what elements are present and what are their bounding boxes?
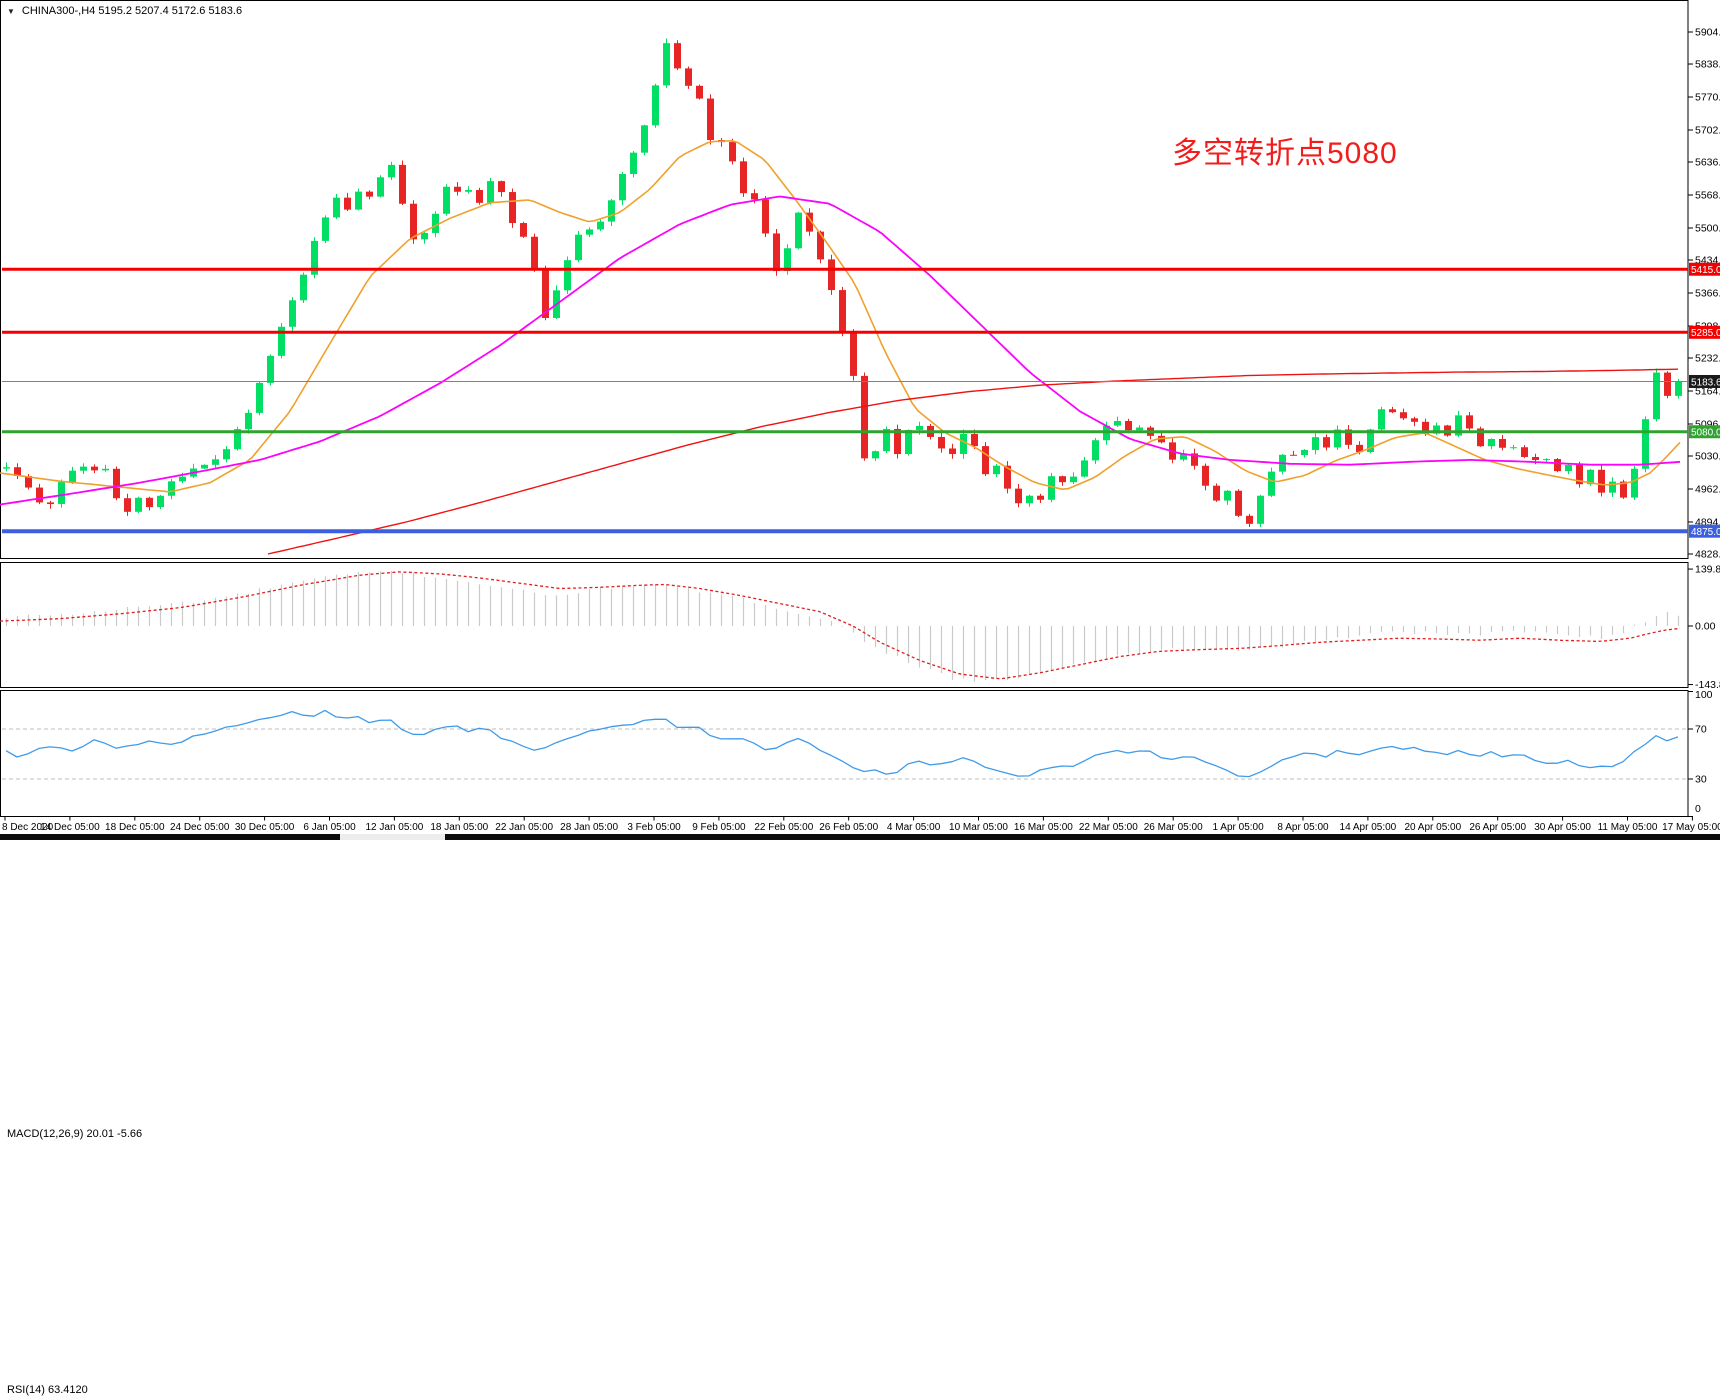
svg-text:4875.0: 4875.0 (1691, 527, 1720, 538)
collapse-triangle-icon[interactable]: ▼ (7, 7, 15, 16)
macd-panel-border (0, 562, 1689, 688)
symbol-ohlc-text: CHINA300-,H4 5195.2 5207.4 5172.6 5183.6 (21, 5, 243, 17)
svg-text:18 Dec 05:00: 18 Dec 05:00 (105, 822, 165, 833)
svg-text:20 Apr 05:00: 20 Apr 05:00 (1404, 822, 1461, 833)
svg-text:30: 30 (1695, 774, 1707, 786)
svg-text:100: 100 (1695, 690, 1713, 701)
svg-text:5838.0: 5838.0 (1695, 59, 1720, 71)
macd-indicator-panel[interactable]: 139.86 0.00 -143.82 MACD(12,26,9) 20.01 -5… (0, 562, 1720, 1140)
price-label-4875.0 (1689, 524, 1720, 538)
svg-text:5636.0: 5636.0 (1695, 157, 1720, 169)
svg-text:5904.0: 5904.0 (1695, 27, 1720, 39)
macd-chart[interactable]: 139.86 0.00 -143.82 (0, 562, 1720, 690)
price-label-5285.0 (1689, 325, 1720, 339)
svg-text:22 Mar 05:00: 22 Mar 05:00 (1079, 822, 1138, 833)
svg-text:0.00: 0.00 (1695, 621, 1716, 633)
svg-text:30 Dec 05:00: 30 Dec 05:00 (235, 822, 295, 833)
svg-text:1 Apr 05:00: 1 Apr 05:00 (1213, 822, 1265, 833)
svg-text:16 Mar 05:00: 16 Mar 05:00 (1014, 822, 1073, 833)
rsi-axis: 100 70 30 0 (1688, 690, 1713, 817)
svg-text:4 Mar 05:00: 4 Mar 05:00 (887, 822, 941, 833)
rsi-panel-border (0, 690, 1689, 817)
svg-text:17 May 05:00: 17 May 05:00 (1662, 822, 1720, 833)
svg-text:5568.0: 5568.0 (1695, 190, 1720, 202)
rsi-indicator-label: RSI(14) 63.4120 (7, 1384, 88, 1396)
macd-histogram (5, 570, 1680, 682)
svg-text:26 Feb 05:00: 26 Feb 05:00 (819, 822, 878, 833)
svg-text:4962.0: 4962.0 (1695, 483, 1720, 495)
svg-text:0: 0 (1695, 803, 1701, 815)
svg-text:22 Jan 05:00: 22 Jan 05:00 (495, 822, 553, 833)
svg-text:5080.0: 5080.0 (1691, 428, 1720, 439)
rsi-indicator-panel[interactable]: 100 70 30 0 RSI(14) 63.4120 (0, 690, 1720, 1396)
svg-text:5183.6: 5183.6 (1691, 377, 1720, 388)
svg-text:18 Jan 05:00: 18 Jan 05:00 (430, 822, 488, 833)
time-axis[interactable]: 8 Dec 2020 14 Dec 05:00 18 Dec 05:00 24 Dec… (0, 817, 1720, 834)
svg-text:139.86: 139.86 (1695, 564, 1720, 576)
macd-indicator-label: MACD(12,26,9) 20.01 -5.66 (7, 1128, 143, 1140)
main-panel-border (0, 0, 1689, 559)
svg-text:26 Apr 05:00: 26 Apr 05:00 (1469, 822, 1526, 833)
svg-text:9 Feb 05:00: 9 Feb 05:00 (692, 822, 746, 833)
bottom-scrollbar[interactable] (0, 834, 1720, 840)
svg-text:5702.0: 5702.0 (1695, 124, 1720, 136)
price-axis: 5904.0 5838.0 5770.0 5702.0 5636.0 5568.0 5500… (1688, 27, 1720, 561)
svg-text:26 Mar 05:00: 26 Mar 05:00 (1144, 822, 1203, 833)
price-label-5415.0 (1689, 262, 1720, 276)
svg-text:-143.82: -143.82 (1695, 679, 1720, 690)
svg-text:8 Dec 2020: 8 Dec 2020 (2, 822, 54, 833)
ma-mid-magenta-line (0, 195, 1681, 506)
svg-text:5500.0: 5500.0 (1695, 222, 1720, 234)
price-chart-panel[interactable]: 5904.0 5838.0 5770.0 5702.0 5636.0 5568.0 5500… (0, 0, 1720, 562)
svg-text:5285.0: 5285.0 (1691, 328, 1720, 339)
svg-text:5770.0: 5770.0 (1695, 92, 1720, 104)
svg-text:5164.0: 5164.0 (1695, 385, 1720, 397)
svg-text:5366.0: 5366.0 (1695, 288, 1720, 300)
svg-text:12 Jan 05:00: 12 Jan 05:00 (365, 822, 423, 833)
candlestick-chart[interactable]: 5904.0 5838.0 5770.0 5702.0 5636.0 5568.0 5500… (0, 0, 1720, 562)
svg-text:14 Apr 05:00: 14 Apr 05:00 (1340, 822, 1397, 833)
svg-text:30 Apr 05:00: 30 Apr 05:00 (1534, 822, 1591, 833)
svg-text:4828.0: 4828.0 (1695, 549, 1720, 561)
svg-text:6 Jan 05:00: 6 Jan 05:00 (303, 822, 356, 833)
scrollbar-thumb[interactable] (340, 834, 445, 840)
symbol-title-bar: ▼ CHINA300-,H4 5195.2 5207.4 5172.6 5183.… (7, 5, 242, 17)
svg-text:22 Feb 05:00: 22 Feb 05:00 (754, 822, 813, 833)
svg-text:5415.0: 5415.0 (1691, 265, 1720, 276)
svg-text:24 Dec 05:00: 24 Dec 05:00 (170, 822, 230, 833)
price-label-5183.6 (1689, 374, 1720, 388)
svg-text:11 May 05:00: 11 May 05:00 (1598, 822, 1658, 833)
rsi-chart[interactable]: 100 70 30 0 (0, 690, 1720, 817)
svg-text:5030.0: 5030.0 (1695, 451, 1720, 463)
svg-text:10 Mar 05:00: 10 Mar 05:00 (949, 822, 1008, 833)
price-label-5080.0 (1689, 425, 1720, 439)
svg-text:70: 70 (1695, 724, 1707, 736)
svg-text:28 Jan 05:00: 28 Jan 05:00 (560, 822, 618, 833)
svg-text:5232.0: 5232.0 (1695, 353, 1720, 365)
ma-fast-orange-line (0, 139, 1681, 493)
chart-annotation-text: 多空转折点5080 (1172, 137, 1398, 170)
svg-text:14 Dec 05:00: 14 Dec 05:00 (40, 822, 100, 833)
svg-text:3 Feb 05:00: 3 Feb 05:00 (627, 822, 681, 833)
rsi-line (5, 709, 1679, 778)
ma-slow-red-line (267, 368, 1679, 555)
macd-axis: 139.86 0.00 -143.82 (1688, 564, 1720, 690)
macd-signal-line (0, 571, 1681, 680)
svg-text:8 Apr 05:00: 8 Apr 05:00 (1277, 822, 1329, 833)
